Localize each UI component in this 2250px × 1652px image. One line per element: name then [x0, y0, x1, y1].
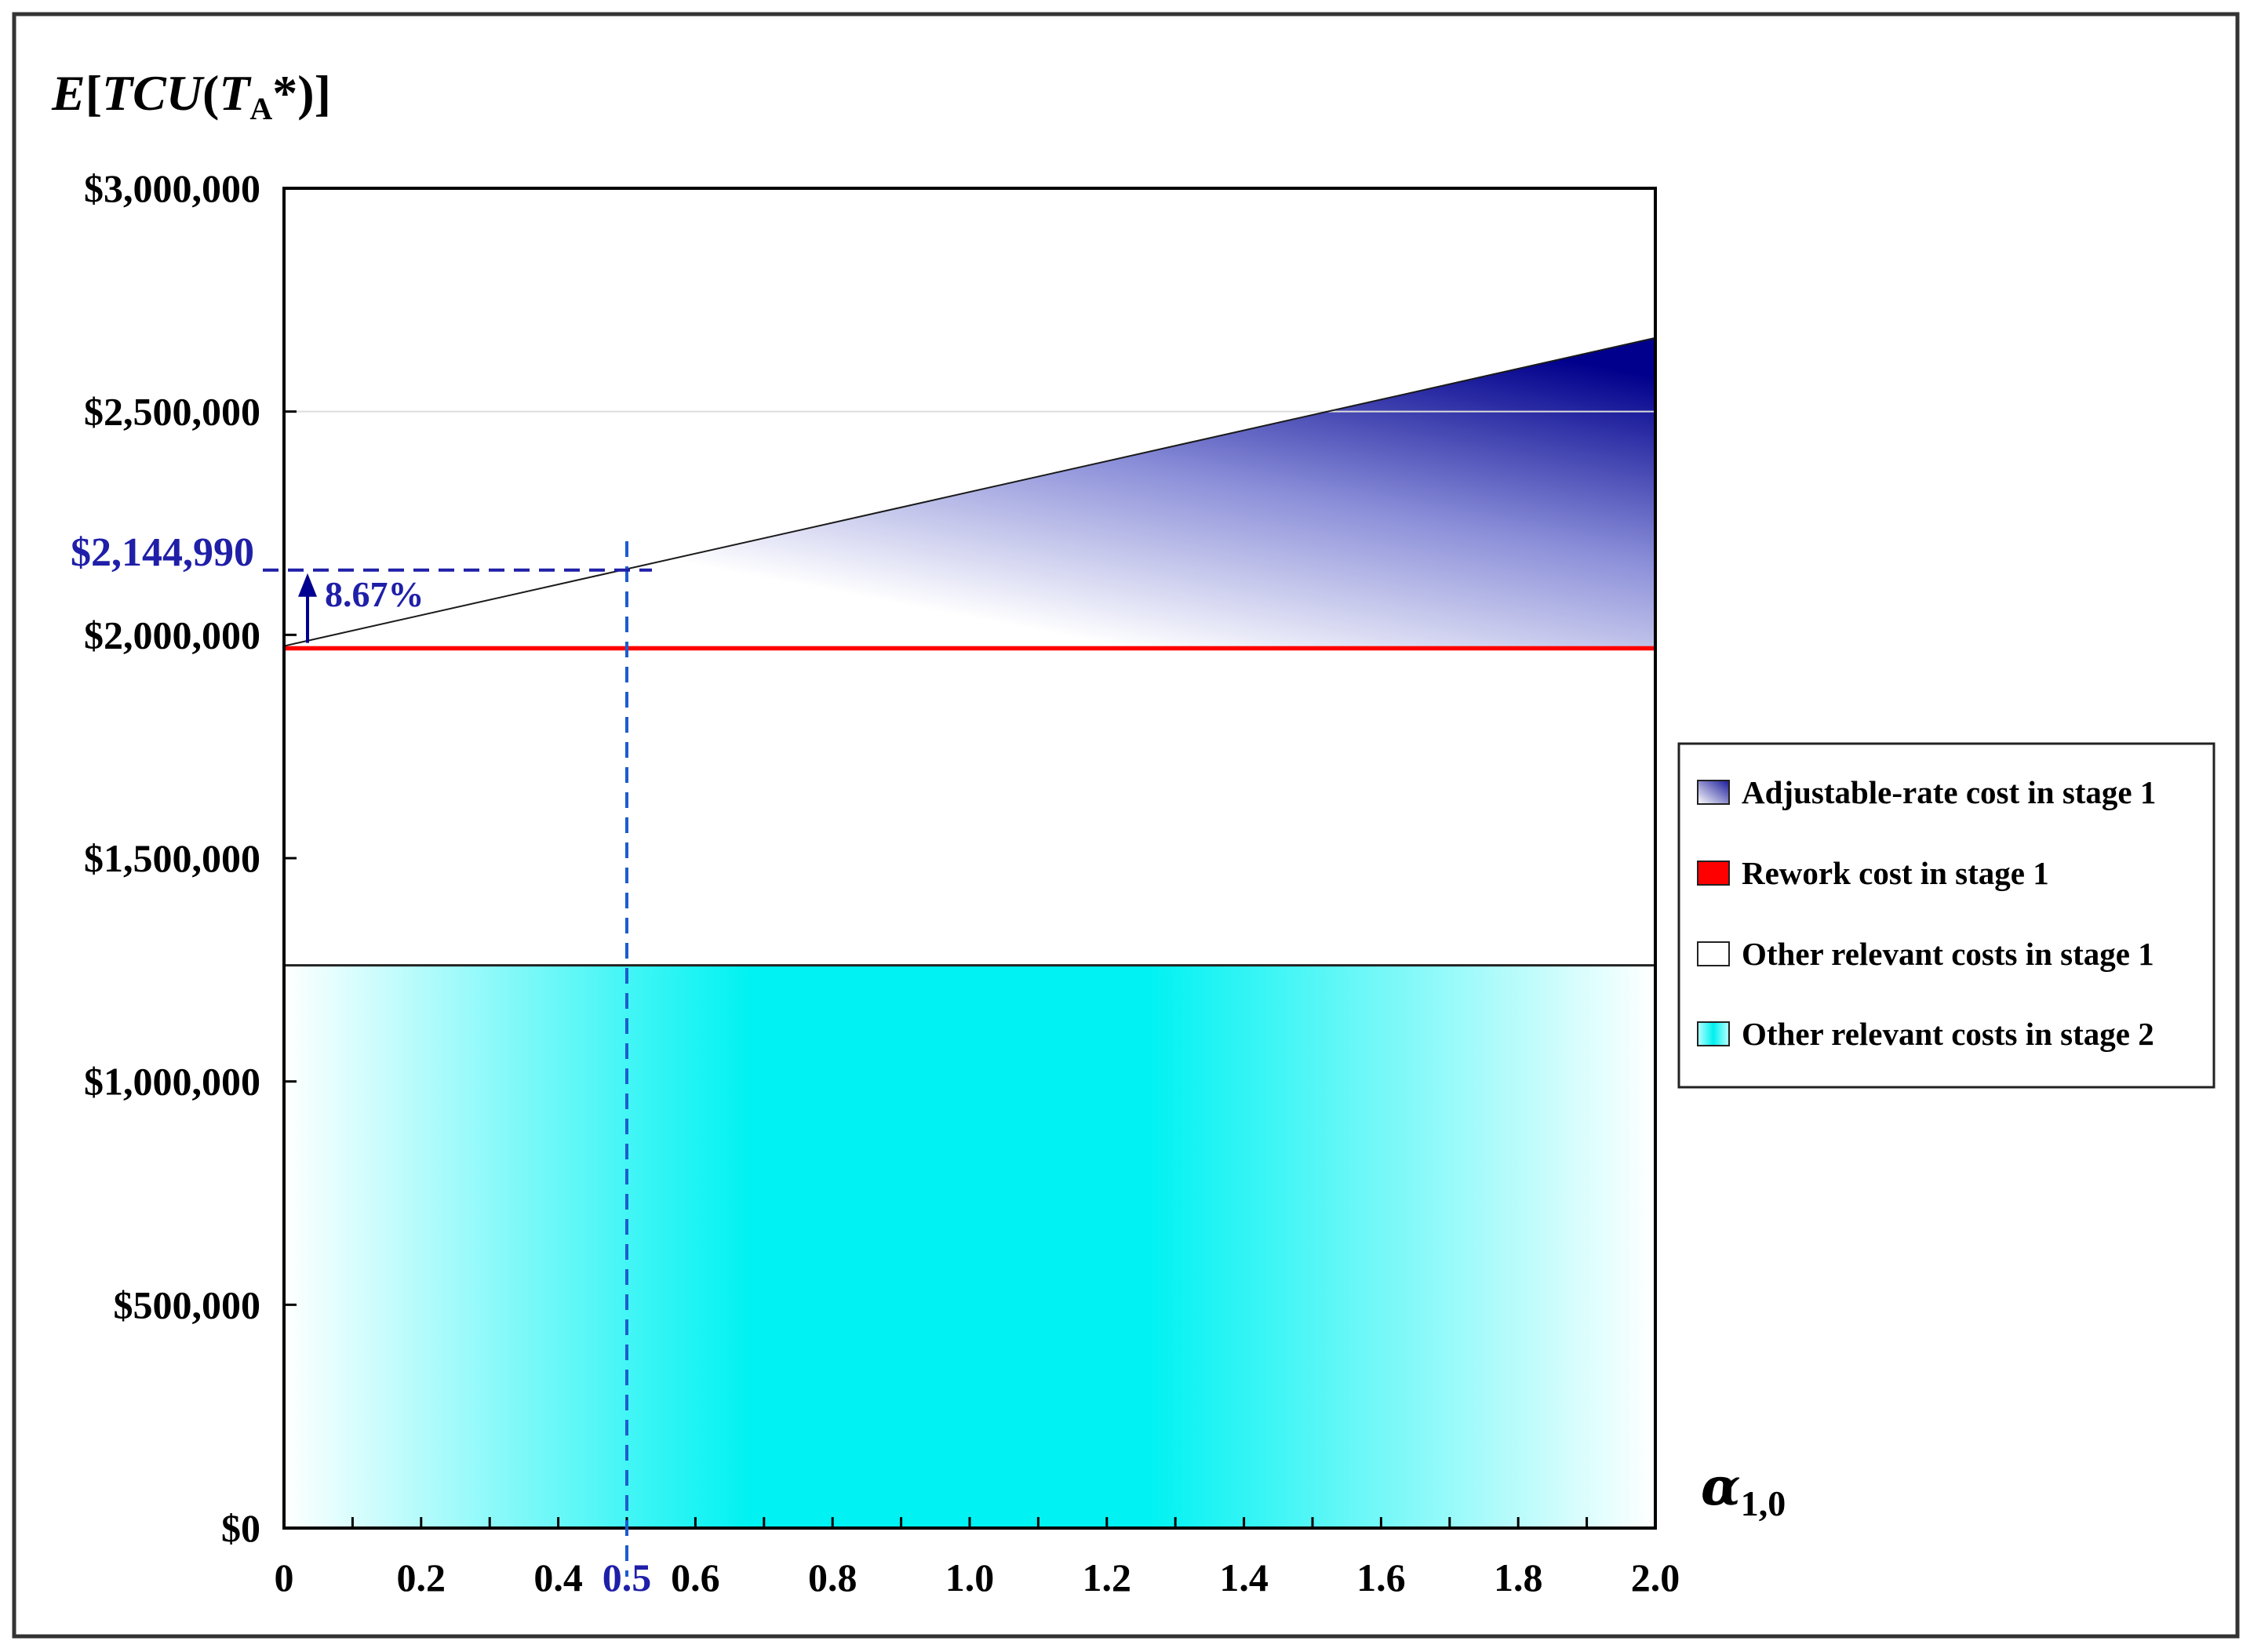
y-tick-label: $1,500,000	[84, 836, 260, 880]
y-tick-label: $0	[221, 1506, 260, 1550]
x-tick-label: 1.8	[1494, 1556, 1543, 1599]
area-other-relevant-costs-in-stage-1	[284, 648, 1655, 966]
y-title-var: T	[219, 65, 252, 121]
y-tick-label: $2,500,000	[84, 390, 260, 434]
x-tick-label: 0.6	[671, 1556, 720, 1599]
x-tick-label: 0.2	[397, 1556, 446, 1599]
figure-frame	[12, 12, 2240, 1639]
x-tick-label: 1.6	[1356, 1556, 1406, 1599]
area-layer	[284, 337, 1655, 1528]
x-tick-label: 1.4	[1219, 1556, 1269, 1599]
annotated-x-value-label: 0.5	[603, 1556, 652, 1599]
x-axis-title: α1,0	[1701, 1456, 1786, 1523]
legend: Adjustable-rate cost in stage 1 Rework c…	[1677, 742, 2215, 1089]
x-tick-label: 1.0	[945, 1556, 995, 1599]
legend-box	[1677, 742, 2215, 1089]
x-tick-label: 0.8	[808, 1556, 857, 1599]
legend-label: Other relevant costs in stage 1	[1742, 936, 2154, 972]
legend-swatch-other-stage1	[1697, 941, 1730, 966]
legend-swatch-adjustable	[1697, 780, 1730, 805]
legend-swatch-other-stage2	[1697, 1021, 1730, 1046]
y-title-sub: A	[249, 91, 272, 126]
legend-item-other-stage1: Other relevant costs in stage 1	[1697, 936, 2154, 972]
x-tick-label: 2.0	[1631, 1556, 1680, 1599]
legend-item-other-stage2: Other relevant costs in stage 2	[1697, 1016, 2154, 1052]
y-tick-label: $1,000,000	[84, 1060, 260, 1104]
y-title-open: [	[86, 65, 102, 121]
legend-item-adjustable: Adjustable-rate cost in stage 1	[1697, 774, 2156, 810]
y-title-star: *	[272, 65, 297, 121]
annotation-layer: 8.67% $2,144,990 0.5	[71, 530, 652, 1599]
y-tick-label: $3,000,000	[84, 166, 260, 210]
x-tick-label: 1.2	[1083, 1556, 1132, 1599]
legend-item-rework: Rework cost in stage 1	[1697, 855, 2049, 891]
x-tick-label: 0	[275, 1556, 294, 1599]
y-tick-label: $2,000,000	[84, 613, 260, 657]
y-title-paren: (	[202, 65, 219, 121]
area-other-relevant-costs-in-stage-2	[284, 965, 1655, 1528]
legend-swatch-rework	[1697, 861, 1730, 886]
increase-arrow-head	[298, 573, 317, 597]
percent-increase-label: 8.67%	[325, 574, 424, 614]
x-tick-label: 0.4	[533, 1556, 583, 1599]
x-title-symbol: α	[1701, 1456, 1741, 1517]
legend-label: Rework cost in stage 1	[1742, 855, 2049, 891]
tick-layer: 0 0.2 0.4 0.6 0.8 1.0 1.2 1.4 1.6 1.8 2.0 $0 $500,00…	[84, 166, 1680, 1599]
y-axis-title: E[TCU(TA*)]	[51, 65, 331, 126]
x-title-sub: 1,0	[1741, 1483, 1786, 1523]
legend-label: Other relevant costs in stage 2	[1742, 1016, 2154, 1052]
adjustable-upper-line	[283, 337, 1656, 647]
y-tick-label: $500,000	[114, 1283, 261, 1326]
y-title-func: TCU	[102, 65, 205, 121]
annotated-y-value-label: $2,144,990	[71, 530, 254, 575]
y-title-prefix: E	[51, 65, 86, 121]
legend-label: Adjustable-rate cost in stage 1	[1742, 774, 2156, 810]
y-title-close: )]	[297, 65, 331, 121]
